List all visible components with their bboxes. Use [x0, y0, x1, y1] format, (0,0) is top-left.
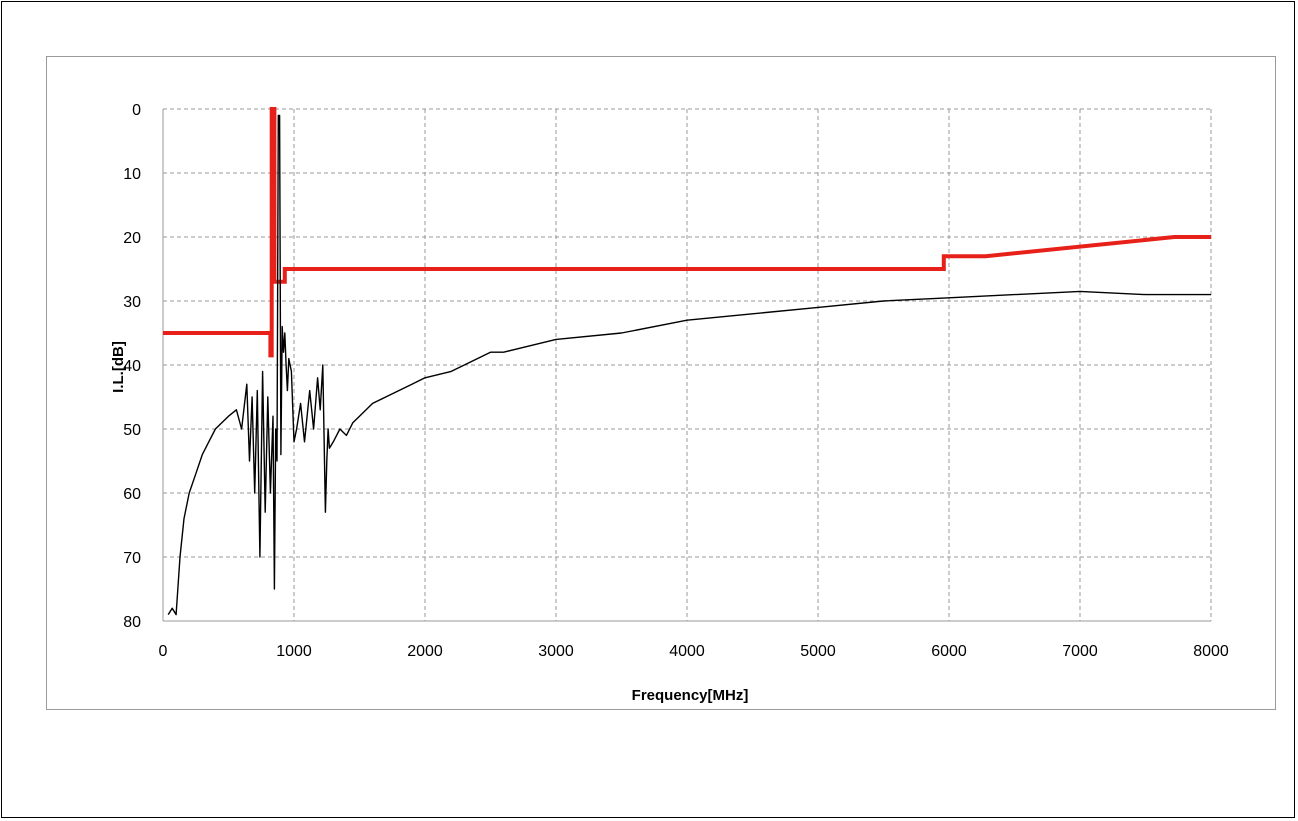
y-axis-title: I.L.[dB]: [110, 341, 127, 393]
x-axis-tick-labels: 0 1000 2000 3000 4000 5000 6000 7000 8000: [159, 643, 1229, 660]
x-tick-label: 1000: [276, 643, 312, 660]
plot-area-border: [162, 109, 1211, 622]
y-tick-label: 0: [132, 102, 141, 119]
y-tick-label: 60: [123, 486, 141, 503]
y-tick-label: 30: [123, 294, 141, 311]
grid-lines: [162, 108, 1212, 622]
y-tick-label: 70: [123, 550, 141, 567]
x-tick-label: 5000: [800, 643, 836, 660]
y-tick-label: 40: [123, 358, 141, 375]
y-tick-label: 20: [123, 230, 141, 247]
x-tick-label: 7000: [1062, 643, 1098, 660]
y-tick-label: 10: [123, 166, 141, 183]
spec-mask-series: [163, 107, 1211, 358]
x-axis-title: Frequency[MHz]: [632, 687, 749, 704]
x-tick-label: 6000: [931, 643, 967, 660]
x-tick-label: 4000: [669, 643, 705, 660]
x-tick-label: 0: [159, 643, 168, 660]
measured-curve-line: [167, 114, 1211, 616]
x-tick-label: 3000: [538, 643, 574, 660]
x-tick-label: 8000: [1193, 643, 1229, 660]
x-tick-label: 2000: [407, 643, 443, 660]
chart-frame: [46, 56, 1276, 710]
spec-mask-line: [163, 107, 1211, 358]
y-tick-label: 80: [123, 614, 141, 631]
y-tick-label: 50: [123, 422, 141, 439]
measured-curve-series: [167, 114, 1211, 616]
y-axis-tick-labels: 0 10 20 30 40 50 60 70 80: [123, 102, 141, 631]
